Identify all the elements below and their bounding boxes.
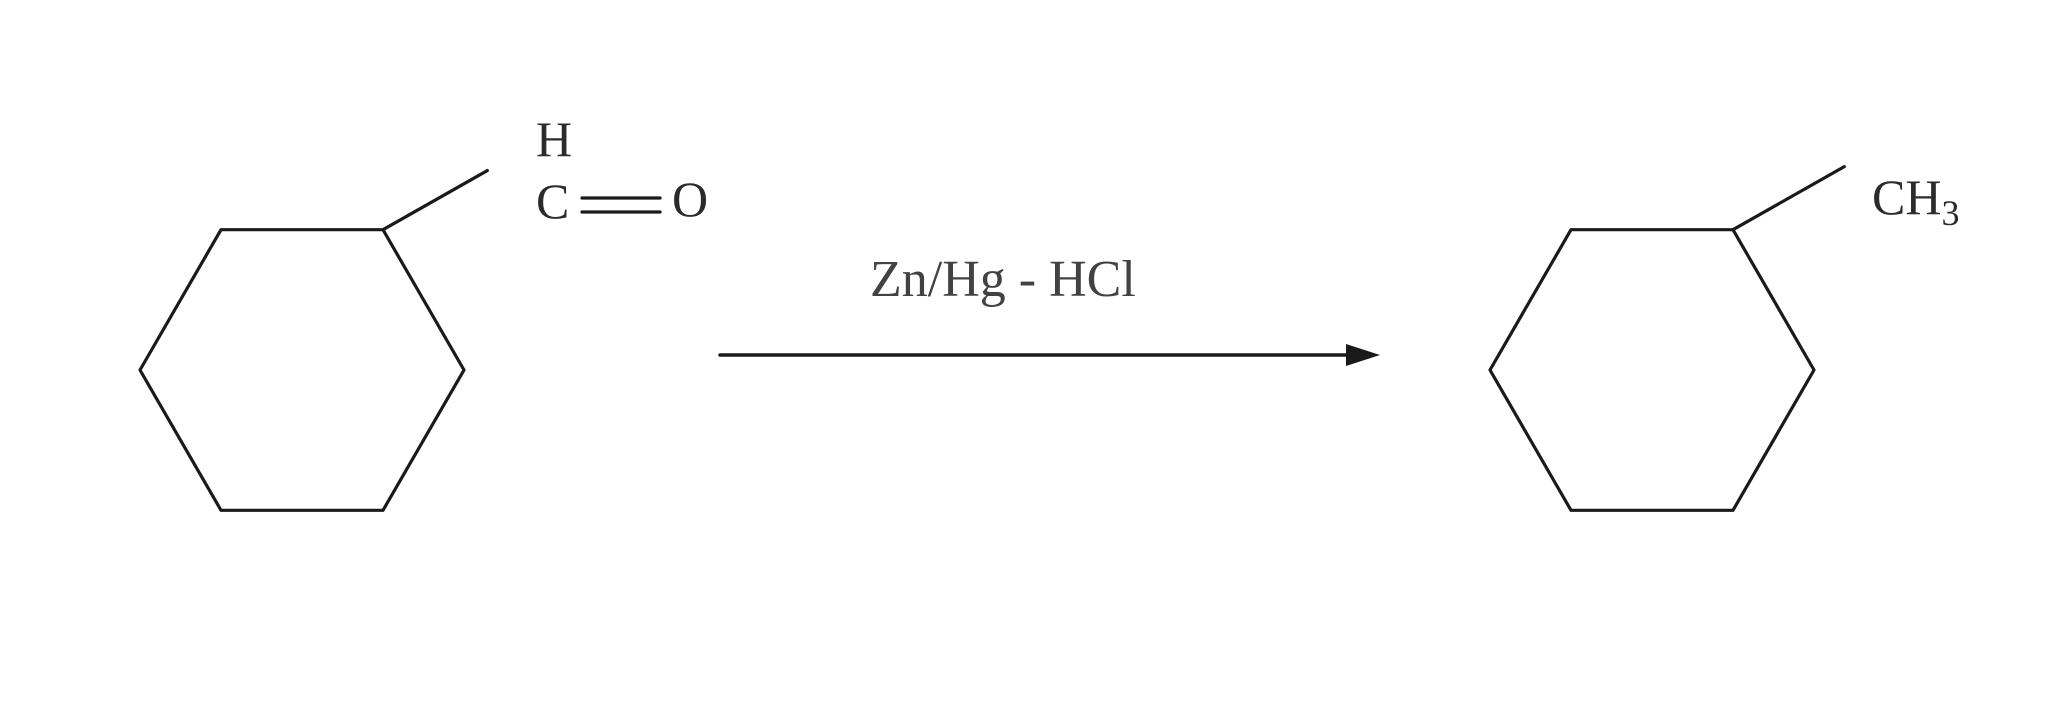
product-structure — [0, 0, 2048, 706]
reaction-diagram: Zn/Hg - HCl H C O CH3 — [0, 0, 2048, 706]
atom-label-C: C — [536, 172, 569, 230]
atom-label-O: O — [672, 170, 708, 228]
atom-label-CH3-main: CH — [1872, 169, 1941, 225]
atom-label-CH3-sub: 3 — [1941, 193, 1959, 233]
atom-label-CH3: CH3 — [1872, 168, 1959, 234]
atom-label-H: H — [536, 110, 572, 168]
